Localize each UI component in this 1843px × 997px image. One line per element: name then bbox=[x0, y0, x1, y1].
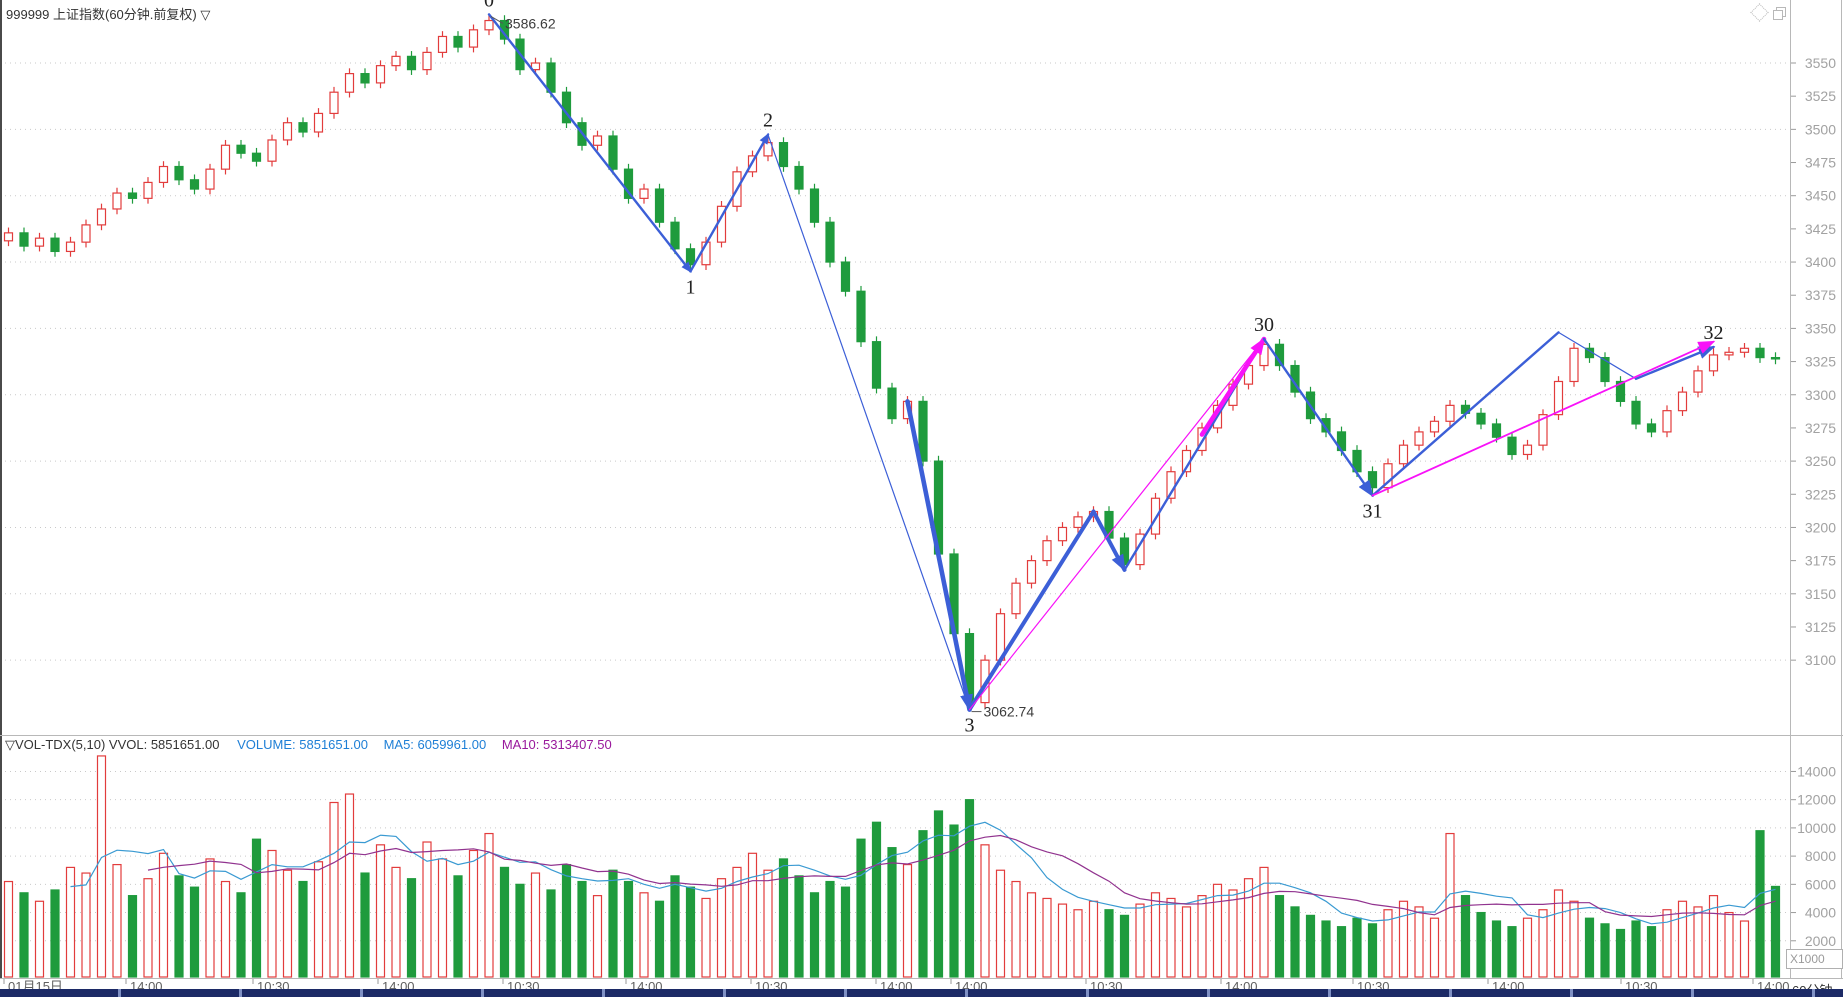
svg-text:3125: 3125 bbox=[1805, 619, 1836, 635]
svg-text:32: 32 bbox=[1704, 322, 1724, 344]
chart-title[interactable]: 999999 上证指数(60分钟.前复权) ▽ bbox=[6, 7, 211, 22]
svg-text:0: 0 bbox=[484, 0, 494, 11]
volume-indicator-header: ▽VOL-TDX(5,10) VVOL: 5851651.00 VOLUME: … bbox=[5, 737, 612, 753]
svg-text:3062.74: 3062.74 bbox=[984, 704, 1035, 720]
volume-value-label: VOLUME: 5851651.00 bbox=[237, 737, 368, 752]
svg-text:3375: 3375 bbox=[1805, 287, 1836, 303]
svg-text:3: 3 bbox=[965, 715, 975, 737]
price-axis: 3550 3525 3500 3475 3450 3425 3400 3375 3350 3325… bbox=[1790, 55, 1836, 668]
svg-text:3400: 3400 bbox=[1805, 254, 1836, 270]
volume-axis: 14000 12000 10000 8000 6000 4000 2000 bbox=[1790, 763, 1836, 949]
svg-text:8000: 8000 bbox=[1805, 848, 1836, 864]
pane-left-border bbox=[0, 0, 2, 978]
corner-icons bbox=[1750, 3, 1786, 22]
svg-text:3500: 3500 bbox=[1805, 121, 1836, 137]
axis-separator-line bbox=[1790, 0, 1791, 978]
svg-text:3425: 3425 bbox=[1805, 221, 1836, 237]
candlesticks bbox=[3, 14, 1781, 710]
svg-text:10000: 10000 bbox=[1797, 820, 1836, 836]
volume-bars bbox=[3, 755, 1781, 978]
right-edge-line bbox=[1841, 0, 1842, 978]
svg-text:2000: 2000 bbox=[1805, 933, 1836, 949]
svg-text:3200: 3200 bbox=[1805, 519, 1836, 535]
volume-ma-lines bbox=[70, 821, 1776, 925]
svg-text:3250: 3250 bbox=[1805, 453, 1836, 469]
pane-divider-line bbox=[0, 735, 1843, 736]
svg-text:12000: 12000 bbox=[1797, 792, 1836, 808]
svg-text:3300: 3300 bbox=[1805, 387, 1836, 403]
svg-text:3175: 3175 bbox=[1805, 553, 1836, 569]
svg-text:6000: 6000 bbox=[1805, 876, 1836, 892]
price-tags: 3586.62 3062.74 bbox=[490, 15, 1035, 720]
diamond-marker-icon[interactable] bbox=[1750, 3, 1769, 22]
svg-text:3586.62: 3586.62 bbox=[505, 15, 556, 31]
svg-text:3450: 3450 bbox=[1805, 188, 1836, 204]
vol-tdx-label[interactable]: ▽VOL-TDX(5,10) VVOL: 5851651.00 bbox=[5, 737, 220, 752]
zigzag-overlay bbox=[487, 13, 1716, 712]
svg-text:3475: 3475 bbox=[1805, 155, 1836, 171]
volume-unit-label: X1000 bbox=[1786, 949, 1843, 969]
svg-text:31: 31 bbox=[1363, 501, 1383, 523]
ma10-value-label: MA10: 5313407.50 bbox=[501, 737, 612, 752]
bottom-scrollbar[interactable] bbox=[0, 989, 1843, 997]
time-axis-line bbox=[0, 978, 1843, 979]
pivot-labels: 0 1 2 3 30 31 32 bbox=[484, 0, 1724, 737]
ma5-value-label: MA5: 6059961.00 bbox=[383, 737, 487, 752]
svg-text:4000: 4000 bbox=[1805, 905, 1836, 921]
svg-text:30: 30 bbox=[1254, 314, 1274, 336]
svg-text:1: 1 bbox=[686, 276, 696, 298]
svg-text:3100: 3100 bbox=[1805, 652, 1836, 668]
svg-text:3225: 3225 bbox=[1805, 486, 1836, 502]
svg-text:3150: 3150 bbox=[1805, 586, 1836, 602]
svg-text:3350: 3350 bbox=[1805, 320, 1836, 336]
svg-text:3550: 3550 bbox=[1805, 55, 1836, 71]
gridlines bbox=[0, 62, 1790, 942]
svg-text:14000: 14000 bbox=[1797, 763, 1836, 779]
svg-text:2: 2 bbox=[763, 110, 773, 132]
svg-text:3525: 3525 bbox=[1805, 88, 1836, 104]
overlapping-windows-icon[interactable] bbox=[1773, 6, 1786, 20]
svg-text:3325: 3325 bbox=[1805, 354, 1836, 370]
svg-text:3275: 3275 bbox=[1805, 420, 1836, 436]
